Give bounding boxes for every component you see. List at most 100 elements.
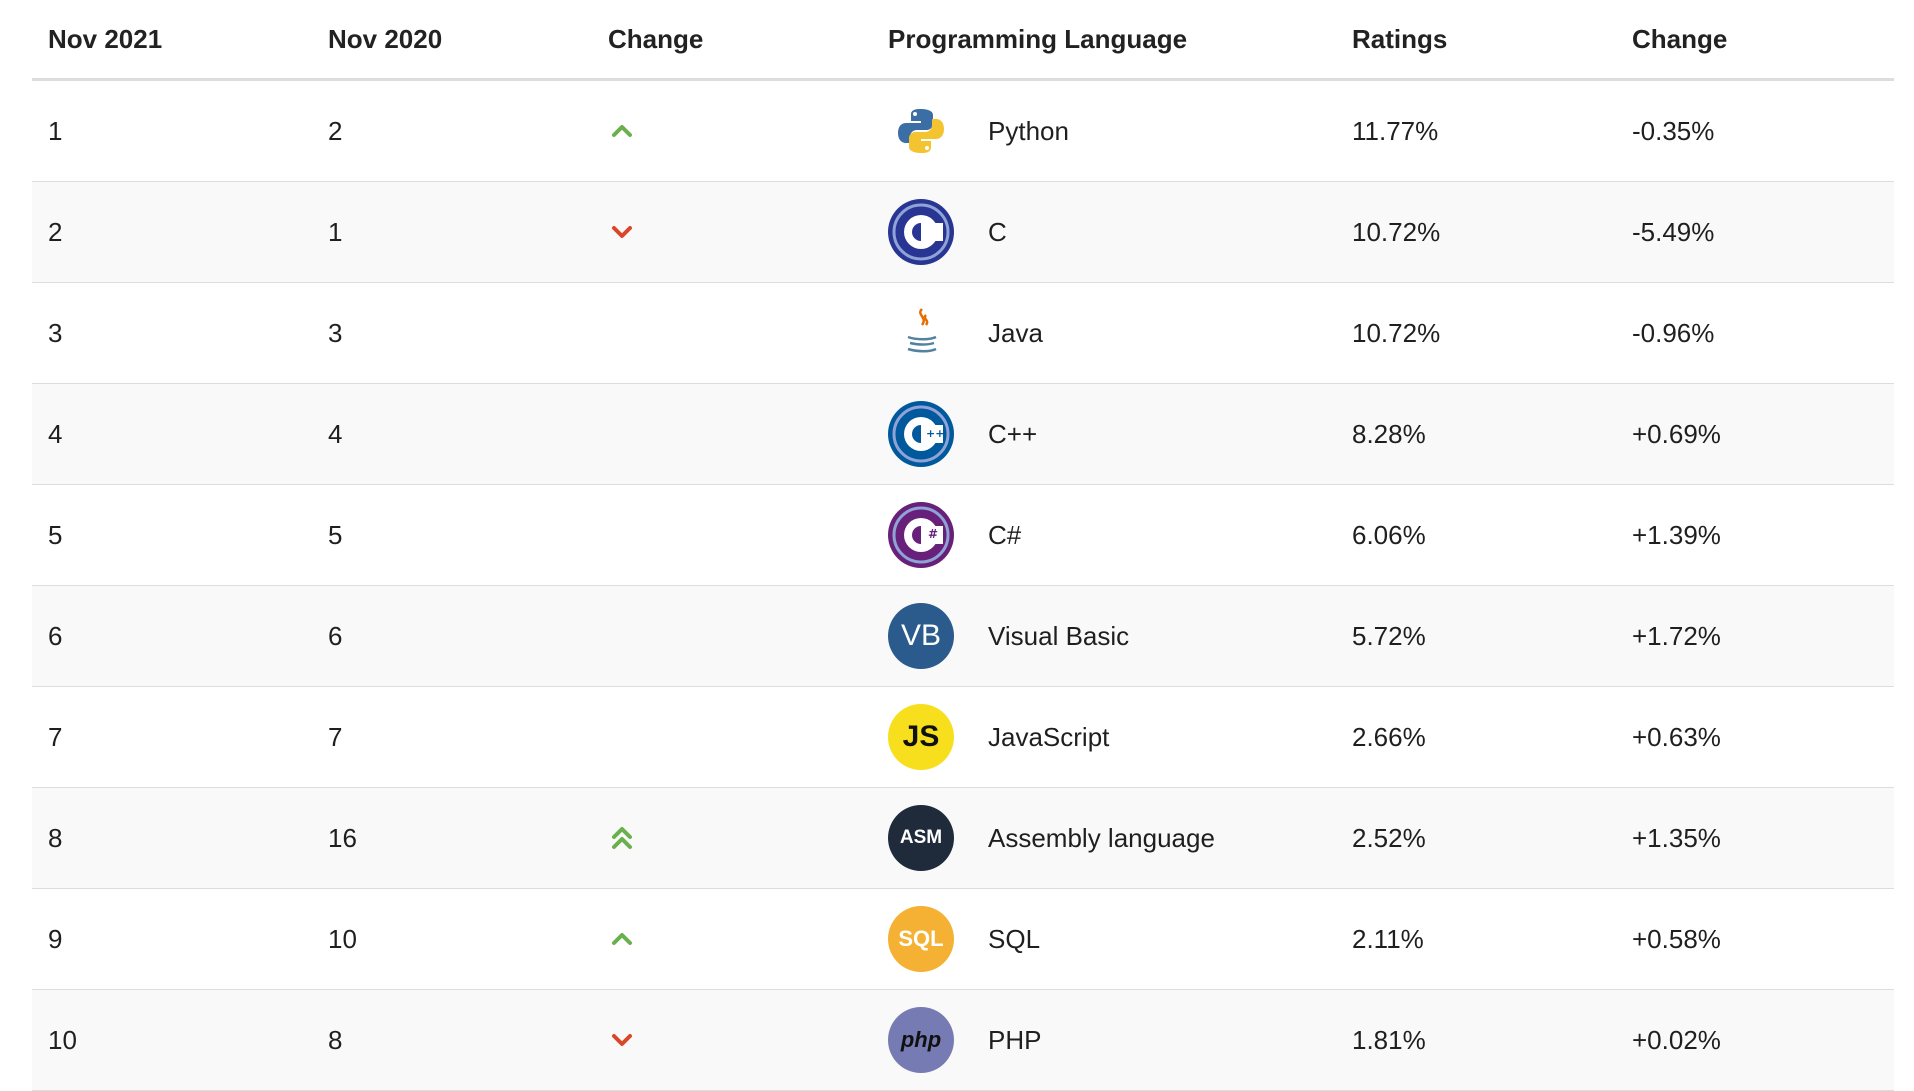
java-icon: [888, 300, 954, 366]
trend-cell: [592, 218, 872, 246]
js-logo-text: JS: [902, 720, 940, 753]
language-logo-cell: SQL: [872, 906, 988, 972]
language-logo-cell: php: [872, 1007, 988, 1073]
php-logo-text: php: [900, 1027, 942, 1052]
language-logo-cell: [872, 300, 988, 366]
rank-2021: 2: [48, 216, 63, 247]
rank-2020: 6: [328, 620, 343, 651]
vb-icon: VB: [888, 603, 954, 669]
table-header: Nov 2021 Nov 2020 Change Programming Lan…: [32, 0, 1894, 81]
table-row: 9 10 SQL SQL 2.11% +0.58%: [32, 889, 1894, 990]
rating-change: +0.69%: [1632, 418, 1721, 449]
svg-text:#: #: [928, 527, 938, 541]
table-row: 7 7 JS JavaScript 2.66% +0.63%: [32, 687, 1894, 788]
rating-change: +0.63%: [1632, 721, 1721, 752]
header-change-percent: Change: [1632, 23, 1728, 54]
header-ratings: Ratings: [1352, 23, 1448, 54]
language-name: JavaScript: [988, 721, 1110, 752]
table-row: 6 6 VB Visual Basic 5.72% +1.72%: [32, 586, 1894, 687]
header-language: Programming Language: [888, 23, 1188, 54]
language-name: PHP: [988, 1024, 1042, 1055]
rating-value: 2.52%: [1352, 822, 1426, 853]
rating-value: 11.77%: [1352, 115, 1439, 146]
rating-change: -0.96%: [1632, 317, 1715, 348]
arrow-down-icon: [612, 1034, 632, 1046]
ranking-table: Nov 2021 Nov 2020 Change Programming Lan…: [32, 0, 1894, 1091]
rating-value: 10.72%: [1352, 216, 1441, 247]
cpp-icon: ++: [888, 401, 954, 467]
table-row: 10 8 php PHP 1.81% +0.02%: [32, 990, 1894, 1091]
rating-change: -0.35%: [1632, 115, 1715, 146]
rating-change: +1.72%: [1632, 620, 1721, 651]
rank-2020: 5: [328, 519, 343, 550]
js-icon: JS: [888, 704, 954, 770]
rank-2021: 1: [48, 115, 63, 146]
language-name: Java: [988, 317, 1043, 348]
sql-icon: SQL: [888, 906, 954, 972]
rank-2021: 7: [48, 721, 63, 752]
header-nov2021: Nov 2021: [48, 23, 163, 54]
language-logo-cell: [872, 98, 988, 164]
rating-change: -5.49%: [1632, 216, 1715, 247]
table-row: 3 3 Java 10.72% -0.96%: [32, 283, 1894, 384]
table-row: 2 1 C 10.72% -5.49%: [32, 182, 1894, 283]
rank-2021: 4: [48, 418, 63, 449]
rank-2021: 3: [48, 317, 63, 348]
trend-cell: [592, 117, 872, 145]
language-logo-cell: ++: [872, 401, 988, 467]
rating-value: 1.81%: [1352, 1024, 1426, 1055]
language-name: SQL: [988, 923, 1041, 954]
arrow-down-icon: [612, 226, 632, 238]
sql-logo-text: SQL: [898, 926, 944, 951]
rating-value: 10.72%: [1352, 317, 1441, 348]
rating-change: +1.35%: [1632, 822, 1721, 853]
language-name: Assembly language: [988, 822, 1215, 853]
c-icon: [888, 199, 954, 265]
rank-2020: 10: [328, 923, 357, 954]
asm-icon: ASM: [888, 805, 954, 871]
python-icon: [888, 98, 954, 164]
header-nov2020: Nov 2020: [328, 23, 443, 54]
language-logo-cell: [872, 199, 988, 265]
rank-2021: 6: [48, 620, 63, 651]
table-body: 1 2 Python 11.77% -0.35% 2 1 C 10.72% -5.49% 3 3 Jav…: [32, 81, 1894, 1091]
table-row: 1 2 Python 11.77% -0.35%: [32, 81, 1894, 182]
rating-value: 8.28%: [1352, 418, 1426, 449]
language-logo-cell: JS: [872, 704, 988, 770]
language-name: Python: [988, 115, 1069, 146]
rating-change: +1.39%: [1632, 519, 1721, 550]
arrow-up-icon: [612, 933, 632, 945]
vb-logo-text: VB: [900, 619, 942, 652]
rank-2020: 7: [328, 721, 343, 752]
double-arrow-up-icon: [612, 827, 632, 849]
language-logo-cell: #: [872, 502, 988, 568]
table-row: 5 5 # C# 6.06% +1.39%: [32, 485, 1894, 586]
rating-value: 5.72%: [1352, 620, 1426, 651]
rank-2021: 9: [48, 923, 63, 954]
rank-2021: 5: [48, 519, 63, 550]
rating-value: 6.06%: [1352, 519, 1426, 550]
rating-value: 2.66%: [1352, 721, 1426, 752]
table-row: 4 4 ++ C++ 8.28% +0.69%: [32, 384, 1894, 485]
language-name: C++: [988, 418, 1038, 449]
php-icon: php: [888, 1007, 954, 1073]
table-row: 8 16 ASM Assembly language 2.52% +1.35%: [32, 788, 1894, 889]
language-name: C#: [988, 519, 1022, 550]
rank-2020: 2: [328, 115, 343, 146]
header-change: Change: [608, 23, 704, 54]
trend-cell: [592, 925, 872, 953]
rank-2020: 4: [328, 418, 343, 449]
asm-logo-text: ASM: [899, 827, 943, 848]
trend-cell: [592, 824, 872, 852]
rank-2021: 8: [48, 822, 63, 853]
rating-change: +0.02%: [1632, 1024, 1721, 1055]
csharp-icon: #: [888, 502, 954, 568]
rank-2020: 8: [328, 1024, 343, 1055]
language-name: C: [988, 216, 1007, 247]
rank-2020: 16: [328, 822, 357, 853]
trend-cell: [592, 1026, 872, 1054]
rank-2021: 10: [48, 1024, 77, 1055]
svg-text:++: ++: [926, 427, 944, 440]
rating-change: +0.58%: [1632, 923, 1721, 954]
language-logo-cell: VB: [872, 603, 988, 669]
